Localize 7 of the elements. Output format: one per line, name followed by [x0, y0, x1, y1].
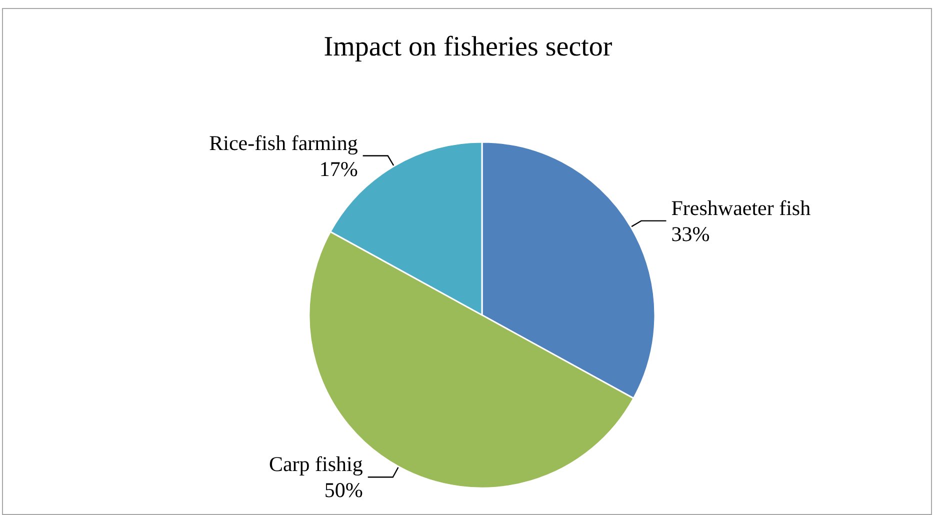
data-label: 50%	[324, 478, 363, 502]
data-label: 17%	[319, 156, 358, 181]
slice-label: Freshwaeter fish	[671, 196, 812, 220]
slice-label: Rice-fish farming	[209, 130, 358, 155]
data-label: 33%	[671, 222, 710, 246]
slice-label: Carp fishig	[268, 452, 364, 476]
chart-title: Impact on fisheries sector	[324, 32, 613, 62]
